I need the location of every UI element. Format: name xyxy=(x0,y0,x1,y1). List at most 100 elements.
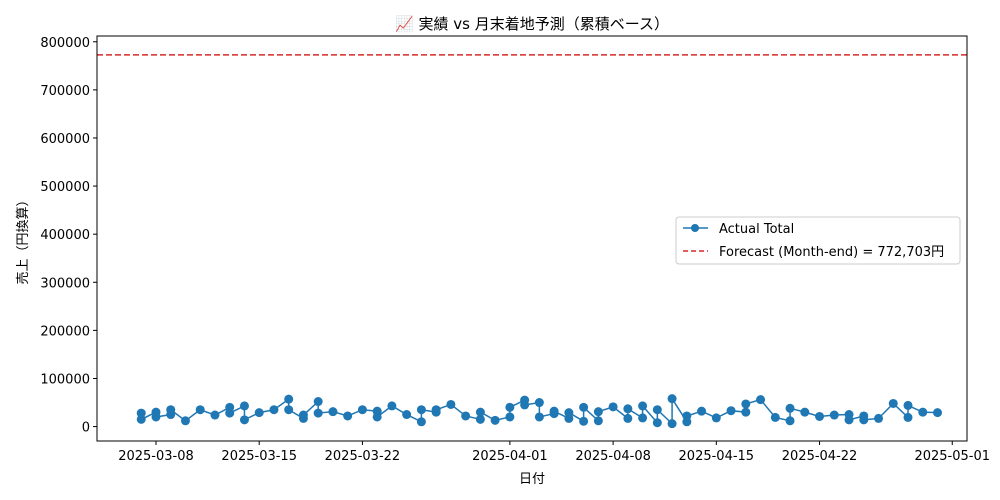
data-point xyxy=(239,415,249,425)
data-point xyxy=(579,416,589,426)
data-point xyxy=(387,401,397,411)
chart-title: 📈 実績 vs 月末着地予測（累積ベース） xyxy=(395,15,669,33)
data-point xyxy=(225,408,235,418)
data-point xyxy=(593,407,603,417)
data-point xyxy=(210,410,220,420)
x-tick-label: 2025-03-15 xyxy=(221,449,297,464)
data-point xyxy=(475,414,485,424)
y-axis: 0 100000 200000 300000 400000 500000 600000 700… xyxy=(40,36,97,436)
data-point xyxy=(239,401,249,411)
data-point xyxy=(933,408,943,418)
data-point xyxy=(402,410,412,420)
plot-area xyxy=(97,54,967,429)
data-point xyxy=(564,408,574,418)
legend-actual-marker xyxy=(691,224,699,232)
data-point xyxy=(446,399,456,409)
data-point xyxy=(284,394,294,404)
x-tick-label: 2025-05-01 xyxy=(914,449,990,464)
y-tick-label: 0 xyxy=(82,421,90,436)
data-point xyxy=(593,416,603,426)
data-point xyxy=(667,419,677,429)
data-point xyxy=(254,408,264,418)
y-tick-label: 500000 xyxy=(40,180,90,195)
data-point xyxy=(815,411,825,421)
x-tick-label: 2025-03-08 xyxy=(118,449,194,464)
x-axis: 2025-03-08 2025-03-15 2025-03-22 2025-04-01… xyxy=(118,441,990,464)
y-tick-label: 400000 xyxy=(40,228,90,243)
data-point xyxy=(328,407,338,417)
data-point xyxy=(136,408,146,418)
data-point xyxy=(372,412,382,422)
data-point xyxy=(903,412,913,422)
data-point xyxy=(180,416,190,426)
data-point xyxy=(475,407,485,417)
y-tick-label: 800000 xyxy=(40,36,90,51)
data-point xyxy=(874,413,884,423)
data-point xyxy=(284,405,294,415)
data-point xyxy=(136,414,146,424)
x-tick-label: 2025-04-15 xyxy=(679,449,755,464)
data-point xyxy=(859,415,869,425)
data-point xyxy=(638,413,648,423)
data-point xyxy=(195,405,205,415)
data-point xyxy=(652,405,662,415)
plot-frame xyxy=(96,35,968,442)
legend-forecast-label: Forecast (Month-end) = 772,703円 xyxy=(719,245,944,260)
data-point xyxy=(697,406,707,416)
data-point xyxy=(756,395,766,405)
data-point xyxy=(829,410,839,420)
x-tick-label: 2025-04-01 xyxy=(472,449,548,464)
data-point xyxy=(726,406,736,416)
data-point xyxy=(357,405,367,415)
y-tick-label: 600000 xyxy=(40,132,90,147)
data-point xyxy=(770,412,780,422)
data-point xyxy=(682,411,692,421)
data-point xyxy=(741,399,751,409)
data-point xyxy=(844,415,854,425)
data-point xyxy=(652,418,662,428)
data-point xyxy=(785,416,795,426)
y-tick-label: 200000 xyxy=(40,324,90,339)
y-tick-label: 300000 xyxy=(40,276,90,291)
y-tick-label: 100000 xyxy=(40,372,90,387)
data-point xyxy=(313,408,323,418)
x-tick-label: 2025-04-22 xyxy=(782,449,858,464)
legend-box xyxy=(675,216,961,265)
data-point xyxy=(461,411,471,421)
x-tick-label: 2025-04-08 xyxy=(575,449,651,464)
data-point xyxy=(534,398,544,408)
data-point xyxy=(416,417,426,427)
data-point xyxy=(800,407,810,417)
data-point xyxy=(623,413,633,423)
x-tick-label: 2025-03-22 xyxy=(325,449,401,464)
data-point xyxy=(903,400,913,410)
data-point xyxy=(313,397,323,407)
legend: Actual Total Forecast (Month-end) = 772,… xyxy=(675,216,961,265)
data-point xyxy=(269,405,279,415)
data-point xyxy=(888,398,898,408)
data-point xyxy=(711,413,721,423)
data-point xyxy=(918,407,928,417)
data-point xyxy=(785,403,795,413)
data-point xyxy=(151,412,161,422)
data-point xyxy=(166,405,176,415)
data-point xyxy=(490,415,500,425)
x-axis-label: 日付 xyxy=(519,472,545,487)
data-point xyxy=(549,406,559,416)
y-tick-label: 700000 xyxy=(40,84,90,99)
data-point xyxy=(505,402,515,412)
data-point xyxy=(298,410,308,420)
data-point xyxy=(608,402,618,412)
data-point xyxy=(741,407,751,417)
data-point xyxy=(416,405,426,415)
data-point xyxy=(520,400,530,410)
data-point xyxy=(623,404,633,414)
data-point xyxy=(638,401,648,411)
data-point xyxy=(534,412,544,422)
legend-actual-label: Actual Total xyxy=(719,222,794,237)
y-axis-label: 売上（円換算） xyxy=(15,193,31,284)
data-point xyxy=(579,402,589,412)
data-point xyxy=(667,394,677,404)
data-point xyxy=(431,405,441,415)
